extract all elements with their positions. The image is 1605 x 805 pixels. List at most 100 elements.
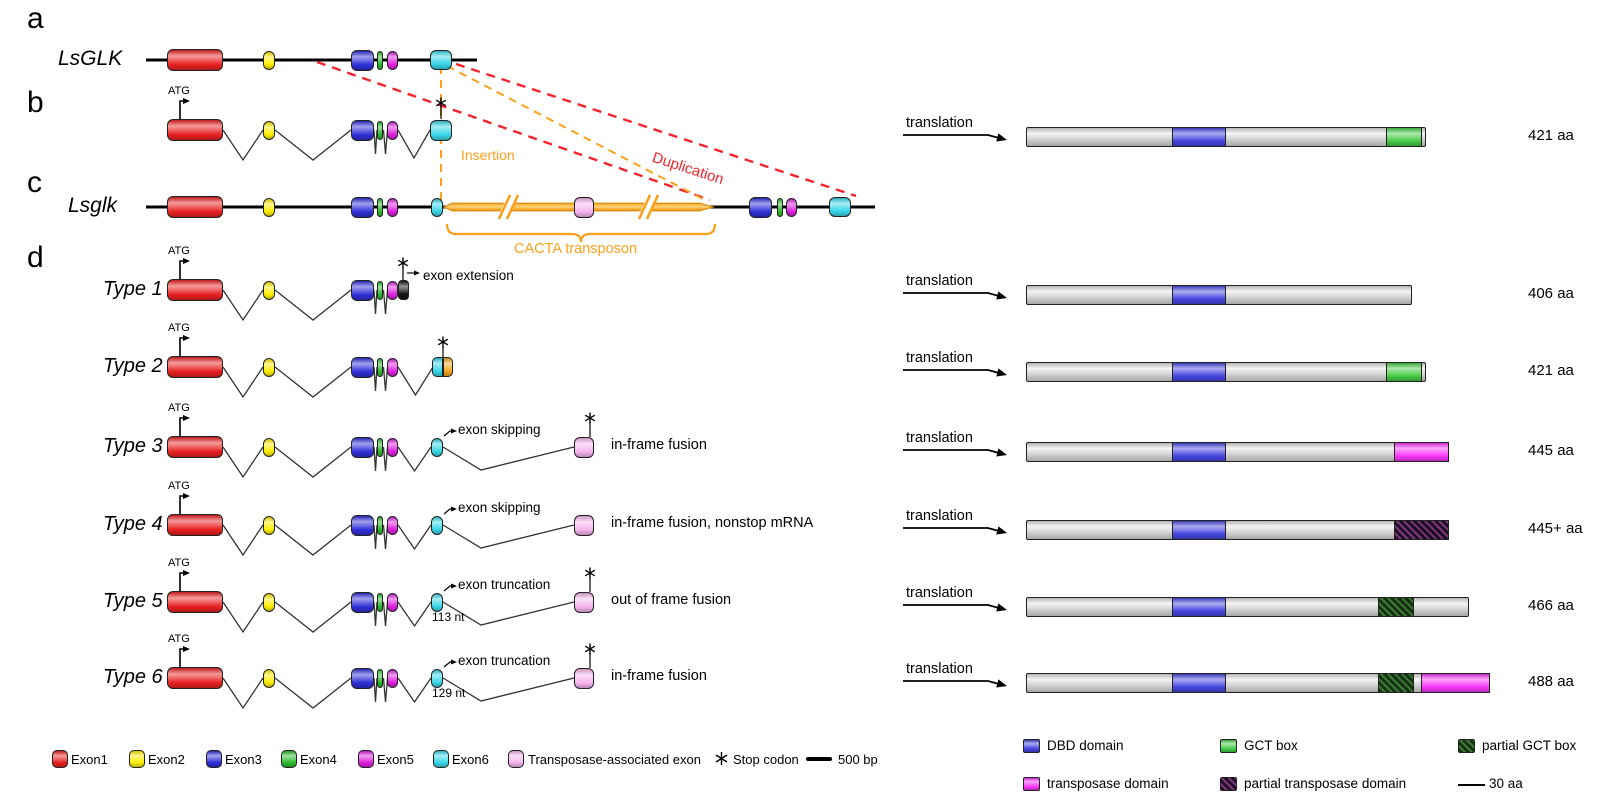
legend-swatch-dbd (1023, 739, 1040, 753)
type-1-annotation: exon extension (423, 268, 514, 283)
cacta-brace (445, 223, 717, 243)
atg-label-t6: ATG (168, 633, 190, 645)
legend-swatch-transposase-exon (508, 750, 524, 768)
gene-label-lsglk-wildtype: LsGLK (58, 47, 123, 70)
translation-label-b: translation (906, 115, 973, 131)
aa-count-t6: 488 aa (1528, 673, 1574, 690)
arrowhead (996, 448, 1007, 457)
arrowhead (451, 583, 457, 589)
legend-label-exon3: Exon3 (225, 752, 262, 767)
legend-swatch-gct (1220, 739, 1237, 753)
legend-swatch-transposase (1023, 777, 1040, 791)
type-4-fusion-label: in-frame fusion, nonstop mRNA (611, 515, 814, 531)
duplication-dashed-line-left (316, 60, 711, 202)
transposon-break-slash (497, 194, 512, 220)
translation-arrow (903, 680, 1000, 685)
translation-arrow (903, 449, 1000, 454)
translation-label-t6: translation (906, 661, 973, 677)
arrowhead (183, 415, 190, 421)
legend-label-transposase-exon: Transposase-associated exon (528, 752, 701, 767)
stop-codon-icon (397, 257, 409, 269)
type-5-annotation: exon truncation (458, 577, 551, 592)
legend-label-exon4: Exon4 (300, 752, 337, 767)
arrowhead (451, 659, 457, 665)
translation-arrow (903, 292, 1000, 297)
legend-swatch-exon2 (129, 750, 145, 768)
atg-label-t3: ATG (168, 402, 190, 414)
legend-label-partial-transposase: partial transposase domain (1244, 776, 1407, 791)
legend-swatch-exon1 (52, 750, 68, 768)
panel-letter-b: b (27, 86, 44, 119)
insertion-label: Insertion (461, 147, 515, 163)
type-5-fusion-label: out of frame fusion (611, 592, 732, 608)
cacta-transposon-label: CACTA transposon (514, 241, 638, 257)
transposon-break-gap (637, 193, 658, 221)
arrowhead (183, 493, 190, 499)
stop-codon-icon (584, 643, 596, 655)
arrowhead (996, 291, 1007, 300)
aa-count-t4: 445+ aa (1528, 520, 1583, 537)
insertion-dashed-diagonal (446, 65, 704, 200)
atg-label-t4: ATG (168, 480, 190, 492)
intron-lines (222, 366, 434, 399)
intron-lines (222, 129, 431, 162)
intron-lines (222, 446, 575, 479)
type-3-label: Type 3 (103, 435, 163, 457)
atg-label-t1: ATG (168, 245, 190, 257)
legend-label-exon2: Exon2 (148, 752, 185, 767)
arrowhead (183, 646, 190, 652)
translation-arrow (903, 604, 1000, 609)
translation-label-t2: translation (906, 350, 973, 366)
legend-label-stop-codon: Stop codon (733, 752, 799, 767)
aa-count-t3: 445 aa (1528, 442, 1574, 459)
type-5-nt-label: 113 nt (432, 610, 465, 624)
translation-label-t1: translation (906, 273, 973, 289)
scale-line-30aa-icon (1458, 784, 1485, 786)
legend-label-30aa: 30 aa (1489, 776, 1523, 791)
legend-swatch-exon6 (433, 750, 449, 768)
transposon-break-slash (637, 194, 652, 220)
intron-lines (222, 677, 575, 710)
arrowhead (451, 428, 457, 434)
type-6-annotation: exon truncation (458, 653, 551, 668)
type-5-label: Type 5 (103, 590, 163, 612)
legend-label-exon5: Exon5 (377, 752, 414, 767)
translation-label-t3: translation (906, 430, 973, 446)
type-4-label: Type 4 (103, 513, 163, 535)
arrowhead (183, 258, 190, 264)
translation-label-t4: translation (906, 508, 973, 524)
stop-codon-icon (437, 336, 449, 348)
legend-label-exon6: Exon6 (452, 752, 489, 767)
arrowhead (183, 570, 190, 576)
panel-letter-a: a (27, 2, 44, 35)
arrowhead (996, 679, 1007, 688)
type-4-annotation: exon skipping (458, 500, 541, 515)
legend-swatch-exon4 (281, 750, 297, 768)
translation-label-t5: translation (906, 585, 973, 601)
arrowhead (996, 526, 1007, 535)
legend-swatch-exon3 (206, 750, 222, 768)
aa-count-t5: 466 aa (1528, 597, 1574, 614)
legend-label-transposase: transposase domain (1047, 776, 1169, 791)
intron-lines (222, 524, 575, 557)
type-1-label: Type 1 (103, 278, 163, 300)
legend-swatch-partial-gct (1458, 739, 1475, 753)
translation-arrow (903, 369, 1000, 374)
intron-lines (222, 601, 575, 634)
atg-label-b: ATG (168, 85, 190, 97)
legend-swatch-partial-transposase (1220, 777, 1237, 791)
transposon-break-slash (645, 194, 660, 220)
arrowhead (451, 506, 457, 512)
type-6-fusion-label: in-frame fusion (611, 668, 707, 684)
aa-count-b: 421 aa (1528, 127, 1574, 144)
aa-count-t1: 406 aa (1528, 285, 1574, 302)
type-6-label: Type 6 (103, 666, 163, 688)
type-6-nt-label: 129 nt (432, 686, 466, 700)
translation-arrow (903, 527, 1000, 532)
panel-letter-d: d (27, 241, 44, 274)
arrowhead (996, 368, 1007, 377)
legend-label-partial-gct: partial GCT box (1482, 738, 1577, 753)
legend-swatch-exon5 (358, 750, 374, 768)
panel-letter-c: c (27, 166, 42, 199)
